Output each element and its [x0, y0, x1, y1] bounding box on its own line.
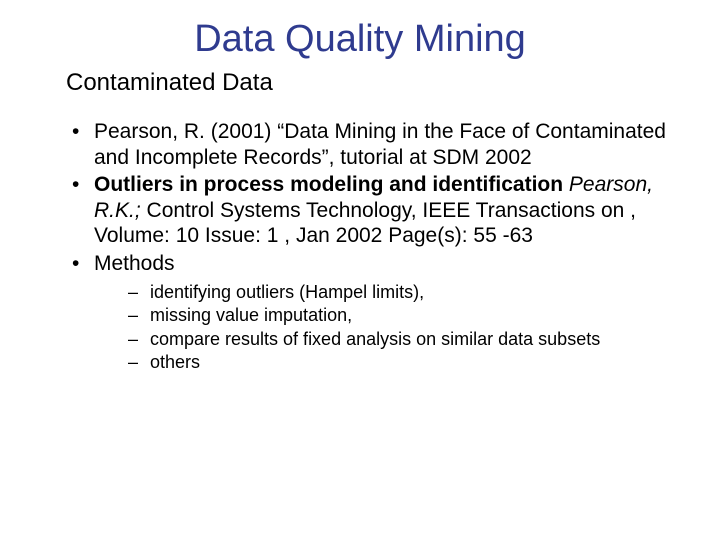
sub-bullet-item: identifying outliers (Hampel limits),: [128, 281, 680, 304]
bullet-item: Methods identifying outliers (Hampel limi…: [72, 251, 680, 374]
bullet-list: Pearson, R. (2001) “Data Mining in the F…: [40, 119, 680, 374]
slide-title: Data Quality Mining: [40, 18, 680, 61]
sub-bullet-item: missing value imputation,: [128, 304, 680, 327]
bullet-item: Outliers in process modeling and identif…: [72, 172, 680, 249]
sub-bullet-list: identifying outliers (Hampel limits),mis…: [94, 281, 680, 374]
text-run: Outliers in process modeling and identif…: [94, 173, 563, 196]
text-run: Methods: [94, 252, 175, 275]
bullet-item: Pearson, R. (2001) “Data Mining in the F…: [72, 119, 680, 170]
text-run: Pearson, R. (2001) “Data Mining in the F…: [94, 120, 666, 169]
slide-subtitle: Contaminated Data: [66, 69, 680, 97]
slide: Data Quality Mining Contaminated Data Pe…: [0, 0, 720, 540]
text-run: Control Systems Technology, IEEE Transac…: [94, 199, 636, 248]
sub-bullet-item: others: [128, 351, 680, 374]
sub-bullet-item: compare results of fixed analysis on sim…: [128, 328, 680, 351]
